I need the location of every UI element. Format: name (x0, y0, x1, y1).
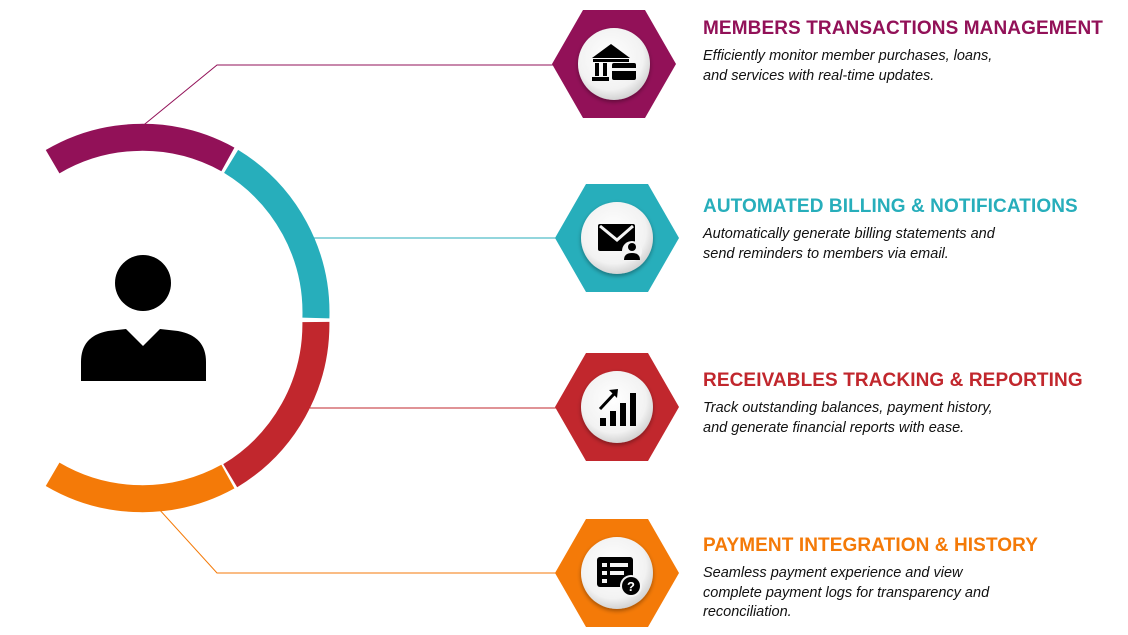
feature-title-receivables: RECEIVABLES TRACKING & REPORTING (703, 370, 1083, 391)
ring-segment-members (45, 123, 235, 174)
payment-history-icon: ? (597, 557, 642, 597)
feature-payment: PAYMENT INTEGRATION & HISTORY Seamless p… (703, 535, 1123, 623)
feature-title-members: MEMBERS TRANSACTIONS MANAGEMENT (703, 18, 1103, 39)
badge-circle (581, 371, 653, 443)
ring-segment-receivables (223, 321, 330, 488)
feature-title-payment: PAYMENT INTEGRATION & HISTORY (703, 535, 1039, 556)
bank-card-icon (592, 44, 636, 81)
hub-ring (45, 123, 330, 513)
feature-members: MEMBERS TRANSACTIONS MANAGEMENT Efficien… (703, 18, 1123, 86)
feature-billing: AUTOMATED BILLING & NOTIFICATIONS Automa… (703, 196, 1123, 264)
feature-title-billing: AUTOMATED BILLING & NOTIFICATIONS (703, 196, 1078, 217)
growth-chart-icon (598, 389, 636, 426)
connector-payment (157, 507, 560, 574)
feature-description-receivables: Track outstanding balances, payment hist… (703, 400, 993, 436)
feature-description-members: Efficiently monitor member purchases, lo… (703, 48, 993, 84)
badge-billing (555, 184, 679, 292)
ring-segment-payment (45, 462, 235, 513)
user-icon (81, 255, 206, 381)
badge-receivables (555, 353, 679, 461)
feature-description-billing: Automatically generate billing statement… (703, 226, 995, 262)
connector-members (139, 64, 560, 129)
badge-payment: ? (555, 519, 679, 627)
ring-segment-billing (223, 149, 330, 319)
feature-receivables: RECEIVABLES TRACKING & REPORTING Track o… (703, 370, 1123, 438)
badge-members (552, 10, 676, 118)
svg-text:?: ? (627, 579, 635, 594)
connectors (139, 64, 560, 574)
mail-user-icon (598, 224, 642, 261)
feature-description-payment: Seamless payment experience and view com… (703, 565, 990, 620)
